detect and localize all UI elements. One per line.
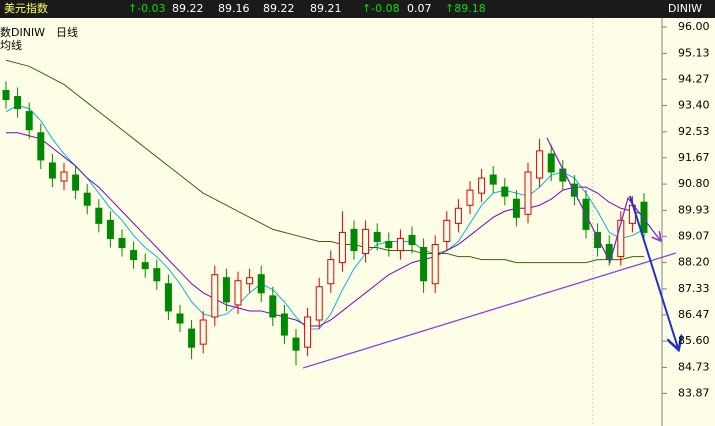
y-tick-label: 91.67 [678, 151, 710, 164]
y-tick-label: 90.80 [678, 177, 710, 190]
candle-body [338, 231, 346, 264]
candle-body [25, 111, 33, 131]
y-tick-label: 84.73 [678, 360, 710, 373]
candle-body [594, 231, 602, 249]
candle-body [280, 313, 288, 336]
quote-field: 89.21 [310, 2, 342, 15]
y-tick-label: 85.60 [678, 334, 710, 347]
quote-field: 89.22 [263, 2, 295, 15]
candle-body [176, 313, 184, 324]
quote-field: 89.16 [218, 2, 250, 15]
candle-body [512, 198, 520, 218]
candle-body [373, 231, 381, 242]
candle-body [72, 174, 80, 191]
candle-body [547, 153, 555, 173]
y-tick-label: 92.53 [678, 125, 710, 138]
candle-body [617, 219, 625, 258]
quote-name: 美元指数 [4, 1, 48, 15]
candle-body [222, 277, 230, 303]
candle-body [164, 283, 172, 312]
candle-body [304, 316, 312, 348]
trend-lines [302, 137, 678, 369]
plot-area [0, 18, 715, 426]
trend-arrow [629, 195, 678, 348]
candle-body [83, 192, 91, 206]
candle-body [443, 219, 451, 242]
y-tick-label: 86.47 [678, 308, 710, 321]
candle-body [315, 286, 323, 321]
candle-body [431, 243, 439, 285]
trend-line [302, 252, 677, 369]
y-tick-label: 89.93 [678, 203, 710, 216]
candle-body [454, 207, 462, 224]
quote-field: 89.22 [172, 2, 204, 15]
annotation: 均线 [0, 38, 22, 52]
candle-body [60, 171, 68, 182]
candle-body [501, 186, 509, 197]
moving-average [5, 105, 645, 330]
candle-body [14, 96, 22, 110]
y-tick-label: 89.07 [678, 229, 710, 242]
candle-body [141, 262, 149, 270]
y-tick-label: 96.00 [678, 20, 710, 33]
y-tick-label: 87.33 [678, 282, 710, 295]
candle-body [327, 259, 335, 285]
candle-body [188, 328, 196, 348]
quote-field: ↑-0.03 [128, 2, 166, 15]
candle-body [130, 250, 138, 261]
candle-body [211, 274, 219, 318]
candle-body [559, 168, 567, 182]
candle-body [570, 183, 578, 197]
candle-body [350, 228, 358, 252]
candle-body [385, 240, 393, 249]
candle-body [118, 237, 126, 249]
candle-body [524, 171, 532, 215]
candle-body [536, 150, 544, 179]
candle-body [95, 207, 103, 224]
candle-body [2, 89, 10, 101]
chart-subtitle: 日线 [56, 25, 78, 39]
candle-body [292, 337, 300, 351]
candle-body [246, 277, 254, 285]
candle-body [106, 219, 114, 239]
y-tick-label: 95.13 [678, 46, 710, 59]
candle-body [396, 237, 404, 252]
quote-field: ↑-0.08 [362, 2, 400, 15]
candle-body [489, 174, 497, 185]
candle-body [257, 274, 265, 294]
moving-average [6, 132, 645, 327]
trend-line [546, 137, 660, 264]
y-tick-label: 94.27 [678, 72, 710, 85]
candle-body [362, 228, 370, 255]
quote-bar [0, 0, 715, 18]
candle-body [153, 268, 161, 282]
quote-field: ↑89.18 [445, 2, 486, 15]
quote-field: 0.07 [407, 2, 432, 15]
candle-body [466, 189, 474, 206]
candle-body [234, 280, 242, 306]
candle-body [478, 177, 486, 194]
y-tick-label: 83.87 [678, 386, 710, 399]
candle-body [48, 162, 56, 179]
candle-body [269, 295, 277, 318]
y-tick-label: 88.20 [678, 256, 710, 269]
y-tick-label: 93.40 [678, 99, 710, 112]
candle-body [408, 234, 416, 245]
quote-symbol: DINIW [668, 2, 702, 15]
candle-body [37, 132, 45, 161]
candle-body [199, 319, 207, 345]
candle-body [640, 201, 648, 233]
candle-body [420, 247, 428, 282]
chart-title: 数DINIW [0, 26, 45, 39]
moving-average [5, 59, 644, 264]
